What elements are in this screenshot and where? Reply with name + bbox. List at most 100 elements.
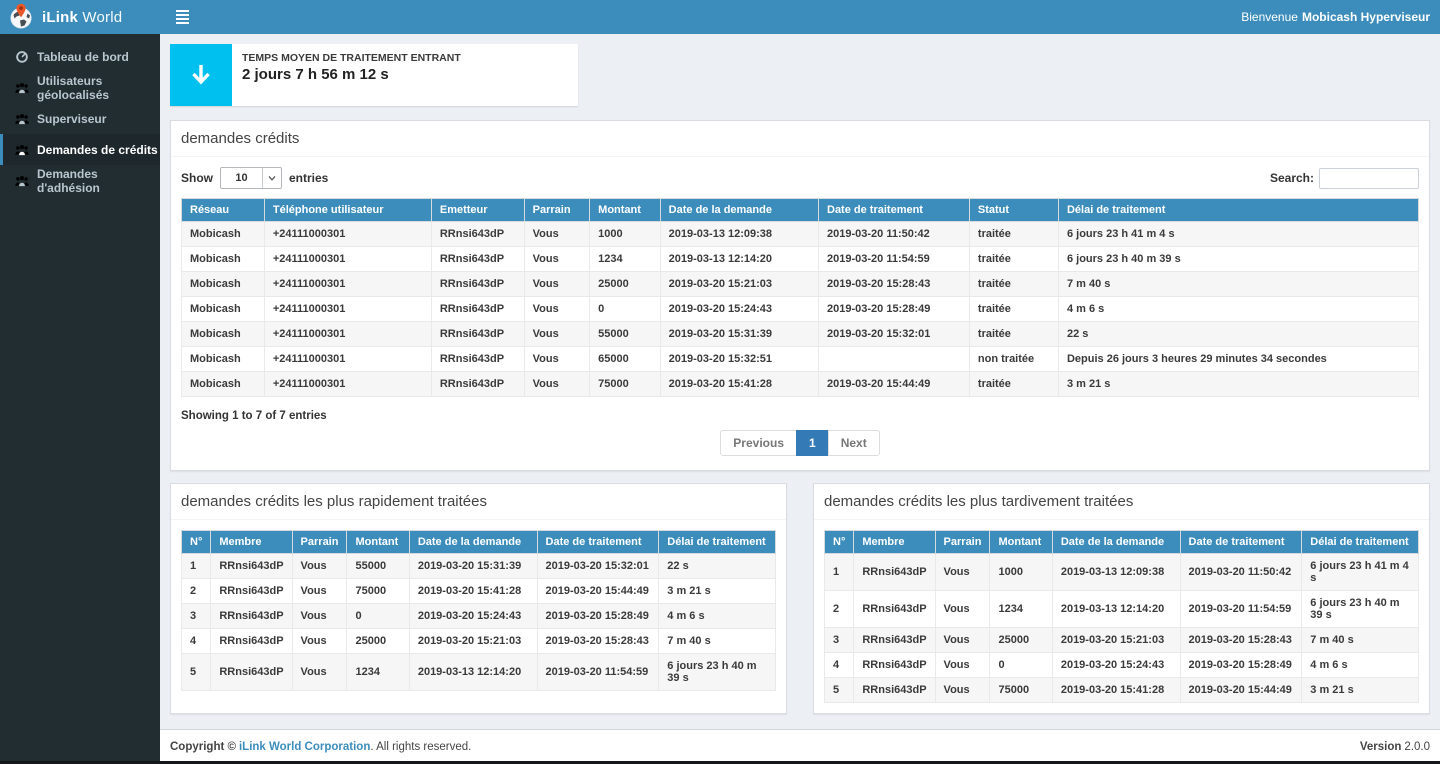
table-cell: RRnsi643dP <box>211 629 292 654</box>
footer: Copyright ©iLink World Corporation. All … <box>160 729 1440 764</box>
sidebar-menu: Tableau de bord Utilisateurs géolocalisé… <box>0 34 160 196</box>
column-header[interactable]: Montant <box>590 199 661 222</box>
chevron-down-icon <box>262 168 281 188</box>
column-header: N° <box>182 531 211 554</box>
table-row: Mobicash+24111000301RRnsi643dPVous123420… <box>182 247 1419 272</box>
table-cell: 6 jours 23 h 40 m 39 s <box>1058 247 1418 272</box>
table-cell: RRnsi643dP <box>854 678 935 703</box>
table-cell: 3 <box>182 604 211 629</box>
credits-panel: demandes crédits Show 10 entries Search: <box>170 120 1430 471</box>
table-cell: Vous <box>524 247 590 272</box>
table-cell: 7 m 40 s <box>1058 272 1418 297</box>
table-cell: 5 <box>825 678 854 703</box>
table-cell: 2019-03-20 15:24:43 <box>660 297 818 322</box>
column-header[interactable]: Téléphone utilisateur <box>264 199 431 222</box>
table-cell: 25000 <box>990 628 1052 653</box>
copyright-text: Copyright ©iLink World Corporation. All … <box>170 741 471 753</box>
table-cell: 2019-03-20 15:31:39 <box>660 322 818 347</box>
sidebar-item-superviseur[interactable]: Superviseur <box>0 103 160 134</box>
table-cell: 2019-03-20 15:31:39 <box>409 554 537 579</box>
table-cell: RRnsi643dP <box>431 272 524 297</box>
sidebar-item-label: Tableau de bord <box>37 50 129 64</box>
table-cell: 2019-03-20 15:32:51 <box>660 347 818 372</box>
table-cell: 1234 <box>590 247 661 272</box>
table-row: Mobicash+24111000301RRnsi643dPVous750002… <box>182 372 1419 397</box>
table-cell: 2019-03-13 12:14:20 <box>409 654 537 691</box>
globe-pin-logo-icon <box>8 3 34 32</box>
table-cell: 6 jours 23 h 41 m 4 s <box>1302 554 1419 591</box>
column-header[interactable]: Réseau <box>182 199 265 222</box>
table-cell: Depuis 26 jours 3 heures 29 minutes 34 s… <box>1058 347 1418 372</box>
column-header: Montant <box>990 531 1052 554</box>
column-header[interactable]: Emetteur <box>431 199 524 222</box>
table-cell: 2019-03-13 12:14:20 <box>1052 591 1180 628</box>
table-row: 4RRnsi643dPVous250002019-03-20 15:21:032… <box>182 629 776 654</box>
table-cell: 0 <box>590 297 661 322</box>
table-cell: 2019-03-20 15:24:43 <box>1052 653 1180 678</box>
fastest-panel: demandes crédits les plus rapidement tra… <box>170 483 787 714</box>
table-cell: Vous <box>292 554 347 579</box>
table-cell: Vous <box>935 653 990 678</box>
page-1-button[interactable]: 1 <box>796 430 829 456</box>
fastest-panel-title: demandes crédits les plus rapidement tra… <box>171 484 786 520</box>
sidebar-item-utilisateurs-geolocalises[interactable]: Utilisateurs géolocalisés <box>0 72 160 103</box>
version-text: Version2.0.0 <box>1360 741 1430 753</box>
table-cell: traitée <box>969 372 1058 397</box>
table-cell: +24111000301 <box>264 272 431 297</box>
table-cell: RRnsi643dP <box>211 554 292 579</box>
table-cell: 2019-03-20 15:28:43 <box>819 272 970 297</box>
brand-title: iLink World <box>42 9 122 26</box>
page-size-select[interactable]: 10 <box>220 167 282 189</box>
page-length-control: Show 10 entries <box>181 167 328 189</box>
table-cell: RRnsi643dP <box>431 222 524 247</box>
table-cell: 2019-03-20 15:21:03 <box>1052 628 1180 653</box>
sidebar-item-demandes-de-credits[interactable]: Demandes de crédits <box>0 134 160 165</box>
column-header: Parrain <box>292 531 347 554</box>
table-cell: 2019-03-20 15:41:28 <box>1052 678 1180 703</box>
table-cell: Vous <box>935 554 990 591</box>
brand[interactable]: iLink World <box>0 0 160 34</box>
table-cell: 2019-03-20 15:24:43 <box>409 604 537 629</box>
table-cell <box>819 347 970 372</box>
table-cell: traitée <box>969 272 1058 297</box>
table-cell: 4 <box>182 629 211 654</box>
previous-page-button[interactable]: Previous <box>720 430 797 456</box>
table-cell: 2019-03-20 15:41:28 <box>660 372 818 397</box>
hamburger-menu-icon[interactable] <box>170 6 195 28</box>
table-cell: Vous <box>524 322 590 347</box>
search-input[interactable] <box>1319 168 1419 189</box>
next-page-button[interactable]: Next <box>828 430 880 456</box>
column-header[interactable]: Parrain <box>524 199 590 222</box>
table-cell: 2019-03-20 15:28:43 <box>1180 628 1302 653</box>
column-header: Membre <box>211 531 292 554</box>
column-header[interactable]: Statut <box>969 199 1058 222</box>
arrow-down-icon <box>170 44 232 106</box>
table-cell: 75000 <box>590 372 661 397</box>
table-cell: 25000 <box>347 629 409 654</box>
dashboard-icon <box>15 50 29 63</box>
table-row: Mobicash+24111000301RRnsi643dPVous250002… <box>182 272 1419 297</box>
table-cell: 2 <box>182 579 211 604</box>
table-cell: 5 <box>182 654 211 691</box>
welcome-message: BienvenueMobicash Hyperviseur <box>1241 10 1430 24</box>
table-row: Mobicash+24111000301RRnsi643dPVous02019-… <box>182 297 1419 322</box>
column-header[interactable]: Date de traitement <box>819 199 970 222</box>
table-cell: 1234 <box>347 654 409 691</box>
table-cell: 4 m 6 s <box>659 604 776 629</box>
sidebar-item-demandes-adhesion[interactable]: Demandes d'adhésion <box>0 165 160 196</box>
table-row: 2RRnsi643dPVous750002019-03-20 15:41:282… <box>182 579 776 604</box>
sidebar-item-tableau-de-bord[interactable]: Tableau de bord <box>0 41 160 72</box>
table-cell: Vous <box>524 347 590 372</box>
sidebar-item-label: Superviseur <box>37 112 106 126</box>
table-cell: 2019-03-13 12:09:38 <box>1052 554 1180 591</box>
table-cell: 2019-03-20 15:21:03 <box>660 272 818 297</box>
column-header[interactable]: Date de la demande <box>660 199 818 222</box>
table-cell: traitée <box>969 247 1058 272</box>
table-cell: +24111000301 <box>264 297 431 322</box>
company-link[interactable]: iLink World Corporation <box>239 741 370 753</box>
column-header[interactable]: Délai de traitement <box>1058 199 1418 222</box>
table-row: 3RRnsi643dPVous02019-03-20 15:24:432019-… <box>182 604 776 629</box>
table-cell: Mobicash <box>182 347 265 372</box>
table-cell: RRnsi643dP <box>854 653 935 678</box>
fastest-table: N°MembreParrainMontantDate de la demande… <box>181 530 776 691</box>
